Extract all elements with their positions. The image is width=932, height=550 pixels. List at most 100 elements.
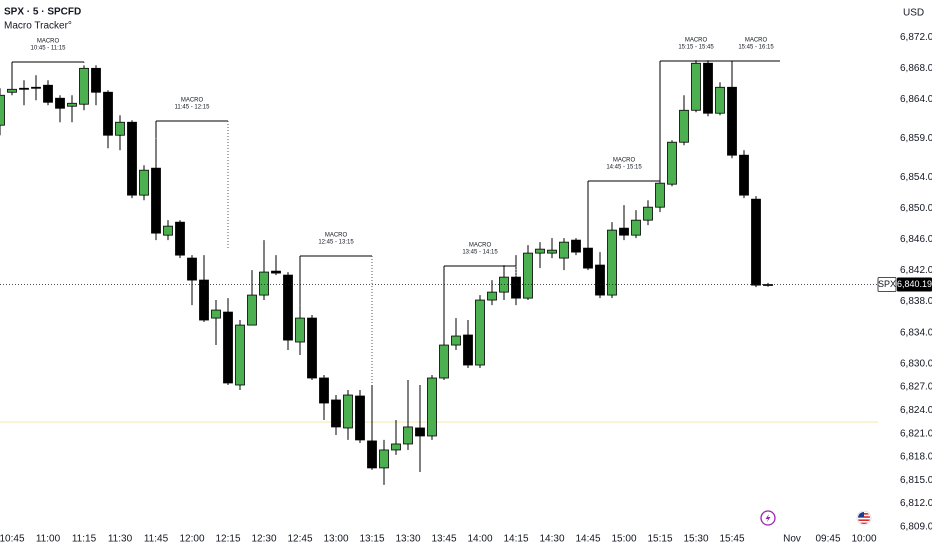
candle-body (199, 279, 209, 321)
candle-body (67, 102, 77, 107)
y-tick-label: 6,834.00 (900, 327, 932, 338)
candle-body (7, 88, 17, 93)
x-tick-label: 14:15 (503, 534, 528, 545)
last-price-label: 6,840.19 (897, 279, 932, 289)
y-tick-label: 6,872.00 (900, 32, 932, 43)
x-tick-label: 11:00 (36, 534, 61, 545)
candle-body (691, 62, 701, 111)
x-tick-label: 14:00 (467, 534, 492, 545)
x-tick-label: 15:30 (683, 534, 708, 545)
x-tick-label: 10:45 (0, 534, 25, 545)
candle-body (307, 317, 317, 379)
candle-body (295, 317, 305, 343)
macro-label: MACRO (613, 158, 636, 164)
candle-body (463, 334, 473, 366)
x-tick-label: 13:30 (395, 534, 420, 545)
x-tick-label: 14:30 (539, 534, 564, 545)
candle-body (427, 377, 437, 437)
symbol-tag: SPX (878, 279, 896, 289)
candle-body (475, 299, 485, 366)
candle-body (187, 257, 197, 281)
candle-body (583, 247, 593, 269)
candle-body (247, 294, 257, 326)
macro-time: 10:45 - 11:15 (31, 46, 67, 52)
event-icon[interactable] (760, 510, 776, 526)
candle-body (259, 271, 269, 296)
x-tick-label: 11:30 (108, 534, 133, 545)
candle-body (607, 229, 617, 296)
x-tick-label: 13:45 (431, 534, 456, 545)
macro-time: 15:45 - 16:15 (738, 45, 774, 51)
candle-body (163, 225, 173, 236)
indicator-name: Macro Tracker° (4, 21, 72, 32)
x-tick-label: 09:45 (815, 534, 840, 545)
y-tick-label: 6,818.00 (900, 452, 932, 463)
candle-body (175, 221, 185, 256)
x-tick-label: 13:00 (323, 534, 348, 545)
candle-body (331, 399, 341, 428)
candle-body (571, 239, 581, 253)
y-tick-label: 6,821.00 (900, 428, 932, 439)
candle-body (367, 440, 377, 469)
macro-label: MACRO (325, 233, 348, 239)
candle-body (235, 324, 245, 386)
macro-time: 15:15 - 15:45 (678, 45, 714, 51)
x-tick-label: 12:30 (251, 534, 276, 545)
macro-label: MACRO (181, 98, 204, 104)
candle-body (415, 427, 425, 437)
y-tick-label: 6,842.00 (900, 265, 932, 276)
x-tick-label: 12:45 (287, 534, 312, 545)
x-tick-label: 15:00 (611, 534, 636, 545)
macro-label: MACRO (745, 38, 768, 44)
candle-body (391, 443, 401, 451)
candle-body (0, 94, 5, 126)
y-tick-label: 6,864.00 (900, 94, 932, 105)
y-tick-label: 6,859.00 (900, 133, 932, 144)
candle-body (403, 426, 413, 445)
candle-body (211, 309, 221, 319)
currency: USD (903, 8, 924, 19)
candle-body (151, 167, 161, 234)
candle-body (619, 227, 629, 236)
x-tick-label: 15:15 (647, 534, 672, 545)
candle-body (703, 62, 713, 114)
candle-body (343, 394, 353, 429)
candle-body (319, 377, 329, 404)
candle-body (547, 249, 557, 254)
macro-time: 14:45 - 15:15 (606, 165, 642, 171)
candle-body (523, 252, 533, 299)
y-tick-label: 6,838.00 (900, 296, 932, 307)
y-tick-label: 6,809.00 (900, 522, 932, 533)
macro-time: 11:45 - 12:15 (175, 105, 211, 111)
candle-body (355, 395, 365, 441)
x-tick-label: Nov (783, 534, 801, 545)
macro-time: 12:45 - 13:15 (318, 240, 354, 246)
candle-body (31, 86, 41, 89)
candle-body (643, 206, 653, 221)
candle-body (667, 141, 677, 185)
candle-body (439, 344, 449, 379)
y-tick-label: 6,824.00 (900, 405, 932, 416)
y-tick-label: 6,827.00 (900, 382, 932, 393)
chart-title: SPX · 5 · SPCFD (4, 7, 81, 18)
x-tick-label: 11:45 (144, 534, 169, 545)
candle-body (535, 248, 545, 254)
symbol-tag-box (877, 277, 897, 292)
country-flag-icon[interactable] (856, 510, 872, 526)
candle-body (19, 87, 29, 90)
y-tick-label: 6,868.00 (900, 63, 932, 74)
candle-body (511, 276, 521, 299)
candle-body (655, 182, 665, 208)
y-tick-label: 6,854.00 (900, 172, 932, 183)
candle-body (559, 241, 569, 259)
x-tick-label: 14:45 (575, 534, 600, 545)
candle-body (55, 97, 65, 109)
candle-body (739, 154, 749, 196)
y-tick-label: 6,815.00 (900, 475, 932, 486)
candle-body (91, 67, 101, 93)
x-tick-label: 10:00 (851, 534, 876, 545)
candle-body (715, 86, 725, 114)
